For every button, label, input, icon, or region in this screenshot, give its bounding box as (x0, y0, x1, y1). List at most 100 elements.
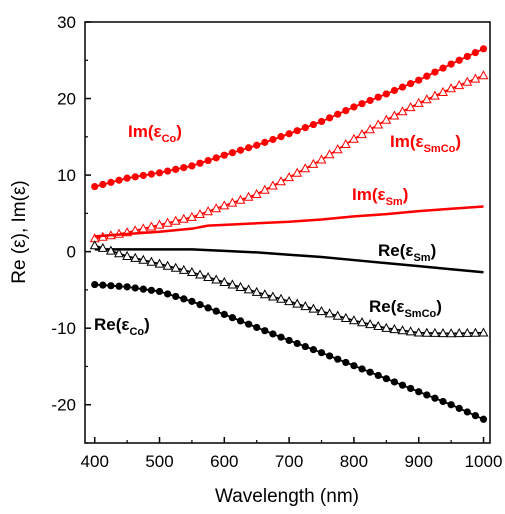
data-point (301, 342, 309, 351)
data-point (332, 144, 343, 154)
data-point (413, 327, 424, 337)
data-point (317, 349, 326, 357)
data-point (146, 221, 157, 231)
data-point (471, 49, 480, 57)
data-point (236, 317, 245, 325)
y-tick-label: 20 (57, 90, 76, 109)
data-point (397, 325, 408, 335)
data-point (446, 83, 457, 93)
axes: 400 500 600 700 800 900 1000 -20 -10 0 10 20 30 (51, 13, 502, 471)
data-point (227, 197, 238, 207)
data-point (277, 333, 285, 341)
data-point (340, 312, 351, 322)
data-point (348, 133, 359, 143)
data-point (115, 282, 123, 290)
data-point (479, 45, 488, 53)
data-point (164, 290, 172, 298)
data-point (276, 293, 286, 303)
series-label-2: Im(εSm) (352, 185, 408, 208)
series-line (94, 248, 484, 274)
data-point (284, 296, 295, 306)
data-point (138, 254, 149, 264)
series-line (94, 205, 484, 238)
data-point (438, 327, 448, 338)
data-point (285, 336, 293, 345)
data-point (381, 114, 392, 124)
data-point (415, 76, 423, 84)
x-axis-title: Wavelength (nm) (215, 486, 359, 507)
data-point (366, 368, 374, 376)
y-tick-label: -20 (51, 396, 76, 415)
data-point (162, 260, 173, 270)
series-labels: Im(εCo) Im(εSmCo) Im(εSm) Re(εSm) Re(εSmCo) R… (94, 122, 461, 338)
series-0 (91, 45, 488, 191)
data-point (398, 381, 407, 389)
data-point (292, 298, 303, 308)
data-point (293, 339, 301, 348)
data-point (374, 93, 382, 101)
data-point (180, 164, 188, 172)
data-point (97, 242, 108, 252)
data-point (180, 295, 188, 303)
data-point (309, 120, 318, 129)
x-tick-label: 700 (275, 452, 303, 471)
data-point (439, 64, 447, 72)
data-point (332, 310, 343, 320)
data-point (447, 60, 455, 68)
data-point (390, 86, 399, 95)
data-point (421, 327, 432, 337)
data-point (350, 362, 358, 370)
data-point (267, 180, 278, 190)
data-point (123, 174, 131, 182)
data-point (463, 52, 471, 61)
data-point (91, 182, 99, 191)
data-point (155, 287, 164, 296)
data-point (107, 178, 115, 186)
x-tick-label: 800 (340, 452, 368, 471)
data-point (454, 327, 465, 338)
data-point (196, 301, 204, 309)
data-point (454, 79, 465, 90)
data-point (186, 266, 197, 276)
data-point (350, 103, 358, 111)
series-label-1: Im(εSmCo) (390, 132, 461, 155)
data-point (429, 327, 440, 337)
data-point (227, 279, 238, 289)
data-point (438, 86, 448, 96)
data-point (381, 322, 392, 332)
data-point (365, 319, 376, 329)
plot-frame (84, 21, 491, 444)
data-point (204, 304, 212, 312)
data-point (130, 252, 141, 262)
data-point (115, 176, 123, 184)
data-point (374, 371, 382, 380)
data-point (139, 285, 147, 293)
data-point (186, 211, 197, 221)
series-line (94, 47, 484, 188)
data-point (131, 284, 139, 292)
data-point (342, 358, 350, 367)
data-point (178, 213, 189, 223)
series-4 (89, 240, 489, 338)
data-point (366, 96, 374, 105)
data-point (309, 346, 318, 354)
data-point (170, 262, 181, 272)
data-point (423, 72, 431, 80)
data-point (300, 301, 311, 311)
series-5 (91, 280, 488, 423)
data-point (340, 138, 351, 148)
data-point (155, 169, 164, 177)
data-point (470, 73, 481, 83)
data-point (324, 149, 335, 159)
data-point (220, 151, 228, 159)
data-point (455, 56, 463, 64)
data-point (479, 415, 488, 423)
data-point (292, 167, 303, 177)
data-point (154, 219, 165, 229)
data-point (342, 107, 350, 115)
data-point (259, 289, 270, 299)
data-point (478, 327, 489, 337)
data-point (164, 167, 172, 175)
data-point (251, 188, 262, 198)
